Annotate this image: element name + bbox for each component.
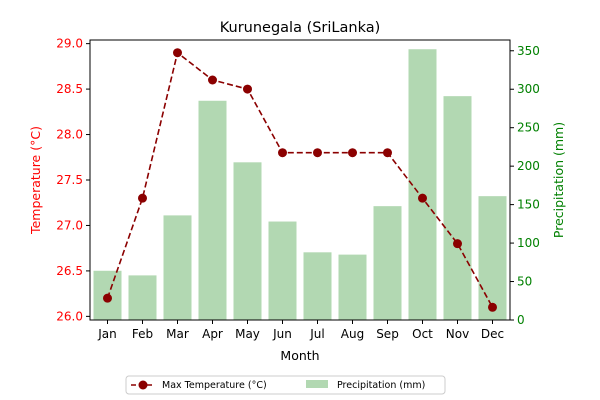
precip-bar-sep <box>373 206 402 320</box>
right-tick-label: 100 <box>517 236 540 250</box>
precip-bar-oct <box>408 49 437 320</box>
left-axis-label: Temperature (°C) <box>28 126 43 235</box>
x-tick-label: Jan <box>97 327 117 341</box>
left-axis: 26.0 26.5 27.0 27.5 28.0 28.5 29.0 <box>56 37 90 323</box>
right-tick-label: 200 <box>517 159 540 173</box>
left-tick-label: 26.5 <box>56 264 83 278</box>
legend-label-temperature: Max Temperature (°C) <box>162 380 267 391</box>
right-tick-label: 300 <box>517 82 540 96</box>
x-tick-label: Mar <box>166 327 189 341</box>
x-axis-label: Month <box>280 348 319 363</box>
temperature-point-dec <box>488 302 497 312</box>
precip-bar-apr <box>198 100 227 321</box>
temperature-point-mar <box>173 48 182 58</box>
legend-marker-swatch <box>138 380 148 390</box>
temperature-line-series <box>103 48 497 312</box>
temperature-point-sep <box>383 148 392 158</box>
temperature-point-oct <box>418 193 427 203</box>
temperature-point-may <box>243 84 252 94</box>
precipitation-bars <box>93 49 507 321</box>
legend-box <box>125 375 446 395</box>
temperature-point-jun <box>278 148 287 158</box>
right-tick-label: 0 <box>517 313 525 327</box>
x-tick-label: Nov <box>446 327 469 341</box>
chart-title: Kurunegala (SriLanka) <box>220 20 381 36</box>
precip-bar-mar <box>163 215 192 320</box>
precip-bar-nov <box>443 96 472 321</box>
x-tick-label: Aug <box>341 327 364 341</box>
right-tick-label: 250 <box>517 121 540 135</box>
x-tick-label: Dec <box>481 327 504 341</box>
temperature-point-apr <box>208 75 217 85</box>
x-tick-label: Jun <box>272 327 292 341</box>
legend-bar-swatch <box>306 380 328 388</box>
right-axis: 0 50 100 150 200 250 300 350 <box>510 44 540 327</box>
temperature-point-jul <box>313 148 322 158</box>
left-tick-label: 27.0 <box>56 218 83 232</box>
precip-bar-jul <box>303 252 332 320</box>
legend: Max Temperature (°C) Precipitation (mm) <box>125 375 446 395</box>
legend-label-precipitation: Precipitation (mm) <box>337 380 425 391</box>
x-tick-label: Apr <box>202 327 223 341</box>
precip-bar-may <box>233 162 262 320</box>
temperature-point-feb <box>138 193 147 203</box>
left-tick-label: 29.0 <box>56 37 83 51</box>
precip-bar-feb <box>128 275 157 320</box>
left-tick-label: 28.5 <box>56 82 83 96</box>
left-tick-label: 27.5 <box>56 173 83 187</box>
right-tick-label: 150 <box>517 198 540 212</box>
temperature-line <box>106 51 494 308</box>
temperature-point-aug <box>348 148 357 158</box>
x-tick-label: Feb <box>132 327 153 341</box>
temperature-point-nov <box>453 239 462 249</box>
precip-bar-dec <box>478 196 507 320</box>
right-axis-label: Precipitation (mm) <box>551 122 566 238</box>
left-tick-label: 28.0 <box>56 128 83 142</box>
right-tick-label: 50 <box>517 275 532 289</box>
precip-bar-jun <box>268 221 297 320</box>
x-tick-label: Jul <box>309 327 324 341</box>
right-tick-label: 350 <box>517 44 540 58</box>
x-tick-label: May <box>235 327 260 341</box>
left-tick-label: 26.0 <box>56 309 83 323</box>
precip-bar-aug <box>338 254 367 320</box>
x-tick-label: Oct <box>412 327 433 341</box>
x-axis: Jan Feb Mar Apr May Jun Jul Aug Sep Oct Nov Dec <box>97 320 504 341</box>
x-tick-label: Sep <box>376 327 399 341</box>
temperature-point-jan <box>103 293 112 303</box>
